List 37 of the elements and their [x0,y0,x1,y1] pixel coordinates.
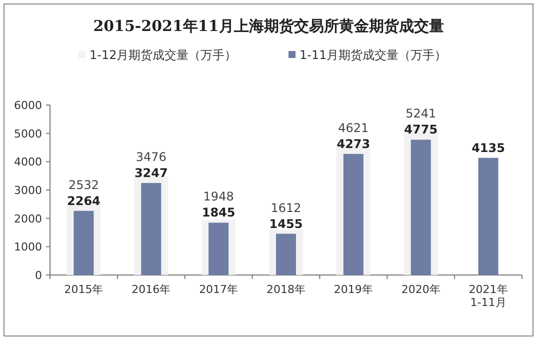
bar [141,183,162,275]
x-tick-label: 2019年 [334,283,373,296]
data-label: 1455 [269,216,303,231]
legend-label: 1-12月期货成交量（万手） [90,48,237,62]
x-tick-label: 2020年 [401,283,440,296]
y-tick-label: 3000 [14,184,42,197]
x-tick-label: 2015年 [64,283,104,296]
y-tick-label: 4000 [14,156,42,169]
data-label: 4273 [336,136,370,151]
bar [343,154,364,275]
data-label: 1948 [203,190,234,204]
data-label: 4775 [404,122,438,137]
bar [478,158,498,275]
data-label: 1845 [202,206,236,220]
y-tick-label: 2000 [14,212,42,226]
data-label: 3247 [134,166,168,180]
data-label: 4135 [472,140,505,155]
legend-label: 1-11月期货成交量（万手） [300,48,447,62]
bar [74,210,94,275]
data-label: 1612 [270,200,302,215]
x-tick-label: 2016年 [132,283,171,296]
x-tick-label: 2017年 [199,283,238,296]
y-tick-label: 0 [35,269,42,282]
x-tick-label: 2018年 [266,283,306,296]
y-tick-label: 6000 [14,99,42,112]
data-label: 2264 [67,194,100,208]
data-label: 4621 [338,120,369,135]
chart-title: 2015-2021年11月上海期货交易所黄金期货成交量 [93,17,444,35]
y-tick-label: 5000 [14,127,42,140]
data-label: 5241 [406,106,436,121]
bar [276,234,296,275]
data-label: 2532 [68,178,99,192]
data-label: 3476 [136,150,166,164]
bar [208,222,229,275]
bar [410,140,431,275]
y-tick-label: 1000 [14,240,42,254]
x-tick-label: 2021年 1-11月 [468,283,508,310]
